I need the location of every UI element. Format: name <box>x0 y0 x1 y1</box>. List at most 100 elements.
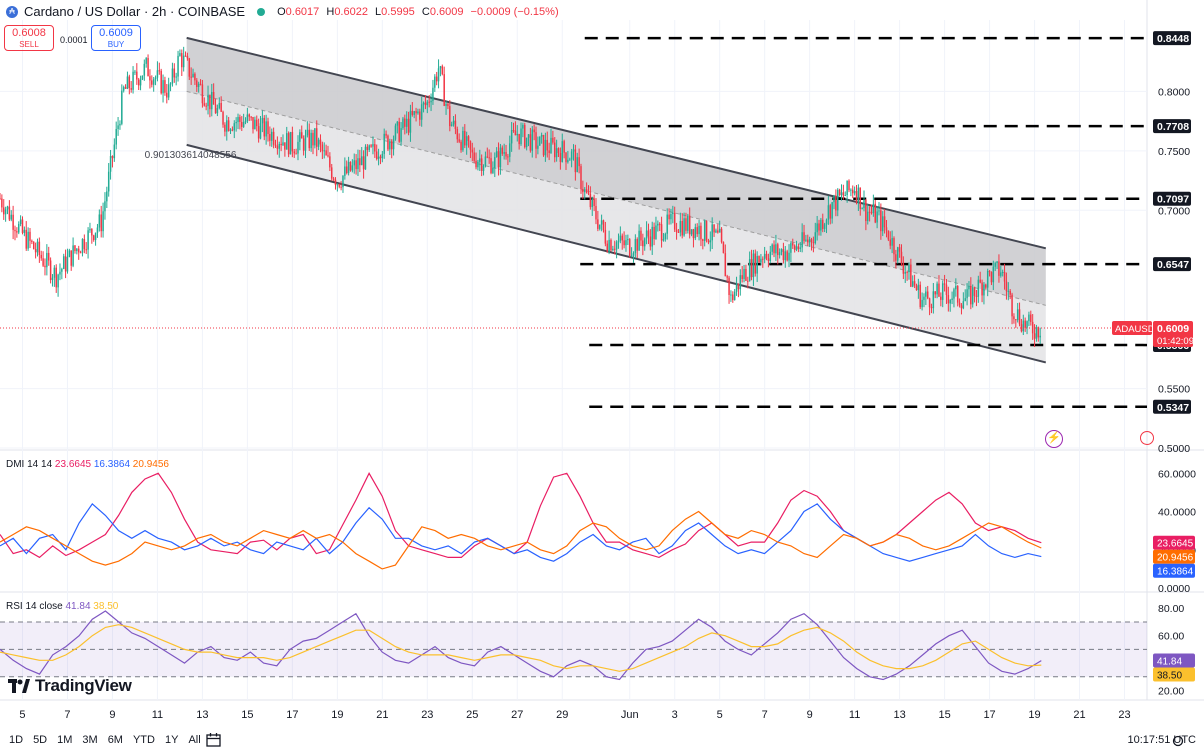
candle-body <box>8 206 11 220</box>
candle-body <box>494 157 496 168</box>
candle-body <box>278 143 281 149</box>
candle-body <box>27 231 29 249</box>
candle-body <box>720 228 723 242</box>
candle-body <box>100 214 102 232</box>
rsi-ma-value: 38.50 <box>93 601 119 612</box>
candle-body <box>107 171 110 192</box>
candle-body <box>501 147 504 154</box>
range-button-1y[interactable]: 1Y <box>164 734 179 746</box>
candle-body <box>389 141 391 150</box>
candle-body <box>387 135 389 150</box>
candle-body <box>362 156 365 170</box>
candle-body <box>250 116 252 118</box>
candle-body <box>304 135 307 151</box>
settings-icon[interactable] <box>1172 735 1184 747</box>
range-button-ytd[interactable]: YTD <box>132 734 155 746</box>
adx-line <box>0 510 1042 570</box>
candle-body <box>315 128 318 147</box>
candle-body <box>647 230 650 237</box>
candle-body <box>242 122 245 127</box>
candle-body <box>507 156 509 158</box>
candle-body <box>117 125 119 130</box>
rsi-line-badge-label: 41.84 <box>1157 657 1182 668</box>
candle-body <box>173 68 176 78</box>
rsi-line-badge <box>1153 653 1195 668</box>
buy-button[interactable]: 0.6009 BUY <box>91 25 141 51</box>
candle-body <box>971 287 974 305</box>
candle-body <box>398 121 400 142</box>
candle-body <box>921 299 923 308</box>
candle-body <box>1037 327 1040 338</box>
range-button-3m[interactable]: 3M <box>82 734 98 746</box>
candle-body <box>128 76 131 89</box>
candle-body <box>587 192 590 194</box>
last-price-label: 0.6009 <box>1157 323 1189 335</box>
candle-body <box>40 254 42 259</box>
candle-body <box>214 104 217 114</box>
candle-body <box>241 121 243 127</box>
candle-body <box>837 189 839 211</box>
candle-body <box>357 158 359 170</box>
candle-body <box>325 150 327 156</box>
candle-body <box>570 151 573 160</box>
candle-body <box>143 63 146 76</box>
symbol-title[interactable]: Cardano / US Dollar · 2h · COINBASE <box>24 4 246 19</box>
candle-body <box>482 165 485 171</box>
candle-body <box>169 83 172 85</box>
lightning-icon[interactable]: ⚡ <box>1045 430 1063 448</box>
utc-clock[interactable]: 10:17:51 UTC <box>1127 734 1196 746</box>
candle-body <box>569 159 571 161</box>
range-button-1d[interactable]: 1D <box>9 734 24 746</box>
candle-body <box>360 156 363 166</box>
flag-icon[interactable] <box>1140 431 1154 445</box>
candle-body <box>730 294 732 296</box>
dmi-plus-value: 16.3864 <box>93 459 131 470</box>
calendar-icon[interactable] <box>206 732 222 747</box>
candle-body <box>732 294 734 301</box>
candle-body <box>814 232 817 244</box>
candle-body <box>261 117 264 124</box>
range-button-all[interactable]: All <box>188 734 201 746</box>
candle-body <box>619 235 622 241</box>
candle-body <box>760 258 762 263</box>
x-tick-label: 7 <box>64 709 70 721</box>
candle-body <box>745 268 747 281</box>
candle-body <box>861 208 863 210</box>
candle-body <box>306 129 309 136</box>
candle-body <box>239 117 241 122</box>
candle-body <box>748 259 751 281</box>
rsi-legend[interactable]: RSI 14 close 41.84 38.50 <box>6 601 118 612</box>
candle-body <box>1007 290 1010 292</box>
candle-body <box>92 235 95 240</box>
candle-body <box>265 121 267 137</box>
candle-body <box>154 77 157 80</box>
candle-body <box>282 142 284 146</box>
candle-body <box>613 248 616 250</box>
range-button-6m[interactable]: 6M <box>107 734 123 746</box>
candle-body <box>979 279 981 283</box>
candle-body <box>321 144 324 152</box>
x-tick-label: 23 <box>421 709 433 721</box>
candle-body <box>452 120 455 125</box>
candle-body <box>786 251 788 261</box>
sell-button[interactable]: 0.6008 SELL <box>4 25 54 51</box>
candle-body <box>490 158 492 173</box>
symbol-badge-label: ADAUSD <box>1115 324 1155 335</box>
candle-body <box>25 229 27 249</box>
candle-body <box>460 141 462 151</box>
indicator-tick-label: 60.00 <box>1158 631 1184 643</box>
candle-body <box>199 83 202 85</box>
candle-body <box>98 214 101 228</box>
adx-value: 20.9456 <box>132 459 169 470</box>
candle-body <box>561 141 564 162</box>
candle-body <box>893 238 895 255</box>
candle-body <box>762 258 764 260</box>
range-button-5d[interactable]: 5D <box>33 734 48 746</box>
candle-body <box>717 230 719 233</box>
candle-body <box>956 285 959 303</box>
adx-line-badge-label: 20.9456 <box>1157 553 1194 564</box>
range-button-1m[interactable]: 1M <box>57 734 73 746</box>
dmi-legend[interactable]: DMI 14 14 23.6645 16.3864 20.9456 <box>6 459 169 470</box>
candle-body <box>938 283 940 297</box>
